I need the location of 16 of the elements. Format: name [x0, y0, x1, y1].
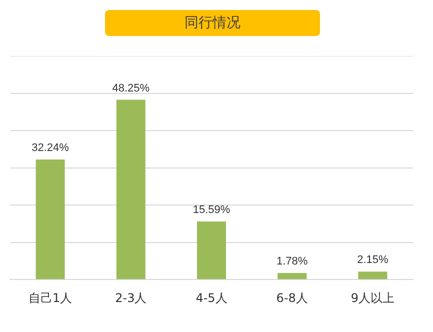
bar — [116, 100, 146, 280]
data-label: 48.25% — [112, 82, 150, 94]
data-label: 32.24% — [32, 142, 70, 154]
x-tick-label: 2-3人 — [115, 290, 147, 305]
bar — [36, 159, 65, 280]
bar — [358, 272, 388, 280]
bar — [196, 222, 226, 280]
x-tick-label: 4-5人 — [196, 290, 228, 305]
data-label: 2.15% — [357, 254, 389, 266]
x-tick-label: 9人以上 — [350, 290, 395, 305]
x-tick-label: 6-8人 — [276, 290, 308, 305]
data-label: 15.59% — [192, 204, 230, 216]
data-label: 1.78% — [276, 256, 308, 268]
chart-title: 同行情况 — [105, 10, 320, 36]
x-tick-label: 自己1人 — [28, 290, 72, 305]
bar — [278, 272, 307, 280]
